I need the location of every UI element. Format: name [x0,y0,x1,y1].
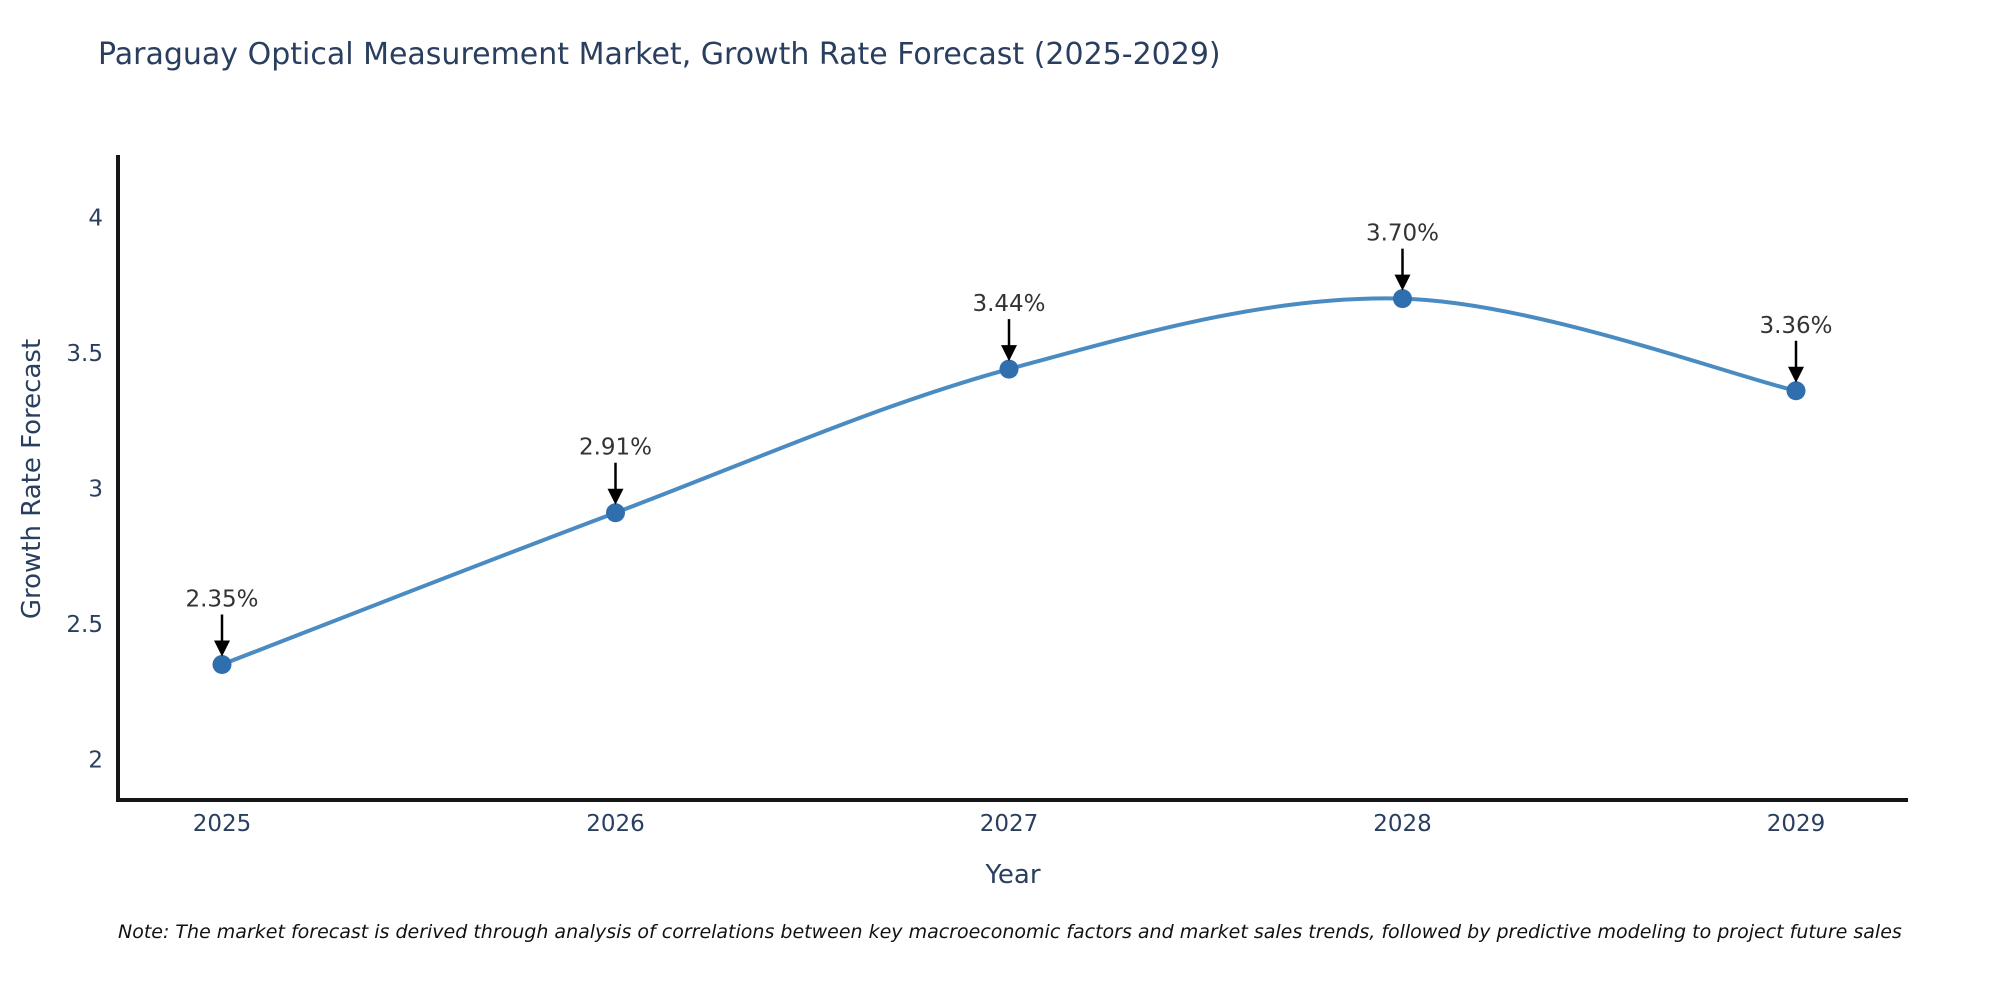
data-point-marker[interactable] [999,359,1019,379]
data-point-marker[interactable] [212,654,232,674]
annotation-arrowhead-icon [607,488,624,505]
y-axis-title: Growth Rate Forecast [17,338,47,620]
annotation-arrowhead-icon [1394,274,1411,291]
annotation-label: 3.44% [972,291,1045,317]
annotation-label: 2.35% [185,586,258,612]
data-point-marker[interactable] [1786,381,1806,401]
annotation-arrowhead-icon [1001,345,1017,362]
y-tick-label: 3 [88,476,103,502]
chart-title: Paraguay Optical Measurement Market, Gro… [98,37,1221,72]
x-tick-label: 2025 [193,811,252,837]
y-tick-label: 3.5 [66,341,103,367]
annotation-label: 2.91% [579,435,652,461]
data-point-marker[interactable] [606,503,625,523]
y-tick-label: 2 [88,747,103,773]
y-tick-label: 2.5 [66,612,103,638]
x-tick-label: 2027 [980,811,1039,837]
x-axis-title: Year [985,860,1041,890]
x-tick-label: 2029 [1767,811,1826,837]
footnote: Note: The market forecast is derived thr… [118,921,1902,943]
y-tick-label: 4 [88,205,103,231]
annotation-arrowhead-icon [1788,366,1804,383]
annotation-arrowhead-icon [214,640,230,657]
annotation-label: 3.70% [1366,221,1439,247]
x-tick-label: 2028 [1373,811,1432,837]
data-point-marker[interactable] [1393,289,1412,309]
annotation-label: 3.36% [1759,313,1832,339]
x-tick-label: 2026 [586,811,645,837]
